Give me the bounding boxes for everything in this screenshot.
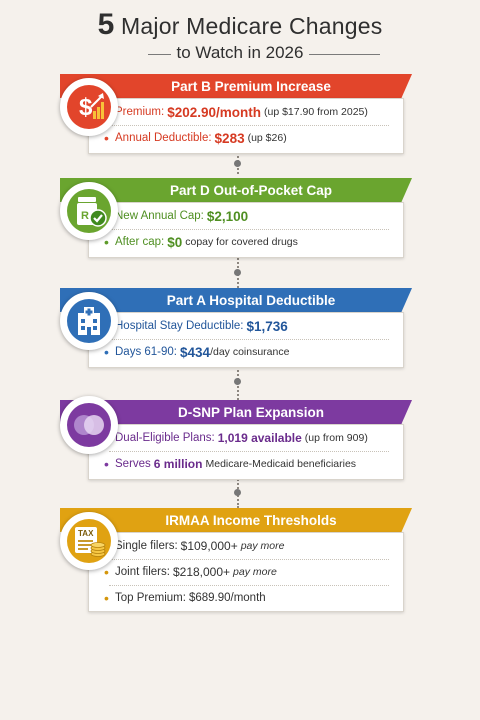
row-value: $218,000+: [172, 565, 231, 579]
section-banner-irmaa: IRMAA Income Thresholds: [60, 508, 412, 532]
row-note: copay for covered drugs: [185, 236, 298, 248]
svg-text:R: R: [81, 210, 89, 222]
row-label: Annual Deductible:: [115, 132, 212, 144]
hospital-icon: [60, 292, 118, 350]
overlapping-circles-icon: [60, 396, 118, 454]
row-label: Serves: [115, 458, 151, 470]
svg-text:$: $: [79, 94, 93, 121]
bullet-icon: •: [104, 564, 109, 580]
tax-form-coins-icon: TAX: [60, 512, 118, 570]
row-note: pay more: [233, 566, 277, 578]
connector-dot-3: [234, 378, 241, 385]
section-banner-part-d: Part D Out-of-Pocket Cap: [60, 178, 412, 202]
title-line1-text: Major Medicare Changes: [114, 13, 383, 39]
connector-dot-4: [234, 489, 241, 496]
row-label: Single filers:: [115, 540, 178, 552]
section-card-part-b: • Premium: $202.90/month (up $17.90 from…: [88, 98, 404, 154]
section-card-part-d: • New Annual Cap: $2,100 • After cap: $0…: [88, 202, 404, 258]
list-item: • Premium: $202.90/month (up $17.90 from…: [89, 99, 403, 125]
row-value: $434: [180, 344, 211, 360]
list-item: • Days 61-90: $434 /day coinsurance: [89, 339, 403, 365]
bullet-icon: •: [104, 130, 109, 146]
list-item: • Hospital Stay Deductible: $1,736: [89, 313, 403, 339]
row-value: 1,019 available: [217, 431, 302, 445]
row-note: /day coinsurance: [210, 346, 290, 358]
list-item: • Single filers: $109,000+ pay more: [89, 533, 403, 559]
list-item: • After cap: $0 copay for covered drugs: [89, 229, 403, 255]
list-item: • Serves 6 million Medicare-Medicaid ben…: [89, 451, 403, 477]
title-line-2-row: to Watch in 2026: [0, 43, 480, 65]
subtitle: to Watch in 2026: [170, 43, 310, 62]
section-card-part-a: • Hospital Stay Deductible: $1,736 • Day…: [88, 312, 404, 368]
title-line-1: 5 Major Medicare Changes: [0, 8, 480, 42]
section-banner-dsnp: D-SNP Plan Expansion: [60, 400, 412, 424]
row-value: $202.90/month: [167, 104, 261, 120]
row-label: Days 61-90:: [115, 346, 178, 358]
row-note: (up from 909): [304, 432, 368, 444]
section-title-part-b: Part B Premium Increase: [171, 78, 331, 94]
section-title-part-a: Part A Hospital Deductible: [166, 292, 336, 308]
section-banner-part-a: Part A Hospital Deductible: [60, 288, 412, 312]
row-label: Premium:: [115, 106, 165, 118]
prescription-check-icon: R: [60, 182, 118, 240]
row-note: Medicare-Medicaid beneficiaries: [205, 458, 357, 470]
title-rule-left: [148, 54, 188, 55]
bullet-icon: •: [104, 590, 109, 606]
row-note: pay more: [240, 540, 285, 552]
bullet-icon: •: [104, 234, 109, 250]
list-item: • Dual-Eligible Plans: 1,019 available (…: [89, 425, 403, 451]
connector-dot-2: [234, 269, 241, 276]
row-label: Hospital Stay Deductible:: [115, 320, 244, 332]
tax-label: TAX: [78, 529, 94, 538]
row-value: $109,000+: [180, 539, 238, 553]
section-title-dsnp: D-SNP Plan Expansion: [177, 404, 325, 420]
section-banner-part-b: Part B Premium Increase: [60, 74, 412, 98]
row-label: Joint filers:: [115, 566, 170, 578]
row-label: Dual-Eligible Plans:: [115, 432, 215, 444]
row-value: $283: [214, 130, 245, 146]
dollar-growth-icon: $: [60, 78, 118, 136]
list-item: • Top Premium: $689.90/month: [89, 585, 403, 611]
connector-dot-1: [234, 160, 241, 167]
section-title-irmaa: IRMAA Income Thresholds: [165, 512, 337, 528]
row-value: $689.90/month: [188, 592, 266, 604]
row-label: New Annual Cap:: [115, 210, 204, 222]
row-value: $1,736: [246, 318, 288, 334]
row-value: 6 million: [153, 457, 203, 471]
list-item: • Annual Deductible: $283 (up $26): [89, 125, 403, 151]
row-label: After cap:: [115, 236, 165, 248]
row-note: (up $17.90 from 2025): [264, 106, 368, 118]
section-card-irmaa: • Single filers: $109,000+ pay more • Jo…: [88, 532, 404, 612]
row-value: $2,100: [206, 208, 249, 224]
list-item: • Joint filers: $218,000+ pay more: [89, 559, 403, 585]
section-title-part-d: Part D Out-of-Pocket Cap: [169, 182, 332, 198]
page-title: 5 Major Medicare Changes to Watch in 202…: [0, 8, 480, 65]
row-note: (up $26): [247, 132, 287, 144]
bullet-icon: •: [104, 456, 109, 472]
row-label: Top Premium:: [115, 592, 186, 604]
section-card-dsnp: • Dual-Eligible Plans: 1,019 available (…: [88, 424, 404, 480]
row-value: $0: [167, 234, 183, 250]
bullet-icon: •: [104, 344, 109, 360]
title-rule-right: [302, 54, 380, 55]
title-number: 5: [97, 8, 115, 41]
list-item: • New Annual Cap: $2,100: [89, 203, 403, 229]
